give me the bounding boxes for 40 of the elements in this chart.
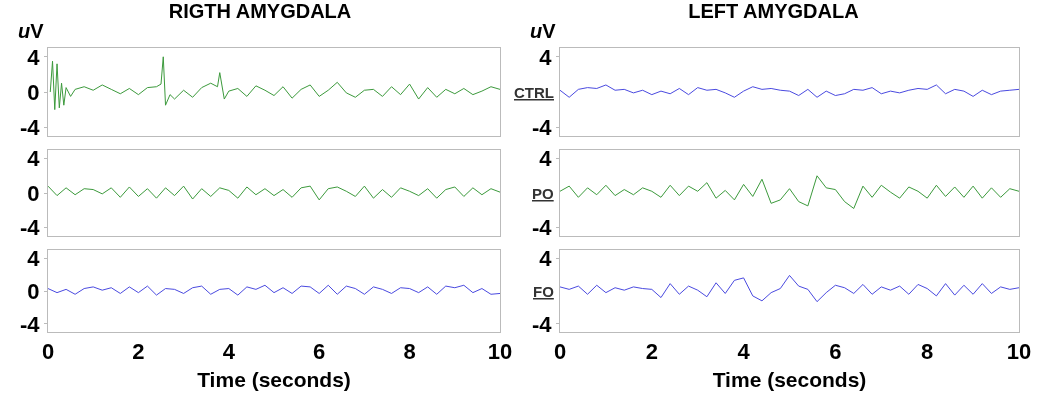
y-tick-label: -4 [532, 215, 553, 241]
text: PO [532, 185, 554, 202]
y-axis-title: uV [18, 20, 45, 42]
text: FO [533, 283, 555, 300]
y-tick-label: 4 [539, 245, 553, 271]
x-axis-title: Time (seconds) [712, 367, 867, 391]
text: CTRL [514, 84, 554, 101]
x-axis-title: Time (seconds) [197, 367, 351, 391]
y-tick-label: 0 [27, 180, 40, 206]
x-tick-label: 10 [1006, 339, 1032, 365]
line-series [560, 175, 1019, 209]
x-tick-label: 2 [645, 339, 658, 365]
chart-title: RIGTH AMYGDALA [168, 0, 352, 23]
x-tick-label: 2 [132, 339, 145, 365]
y-tick-label: 4 [27, 146, 41, 172]
y-tick-label: 0 [27, 79, 40, 105]
line-series [560, 274, 1019, 303]
chart-title: LEFT AMYGDALA [688, 0, 859, 23]
x-tick-label: 4 [222, 339, 236, 365]
x-tick-label: 8 [921, 339, 934, 365]
y-tick-label: 4 [27, 245, 41, 271]
y-tick-label: -4 [20, 311, 41, 337]
y-axis-title: uV [530, 20, 557, 42]
x-tick-label: 4 [737, 339, 751, 365]
x-tick-label: 10 [487, 339, 513, 365]
y-tick-label: -4 [20, 215, 41, 241]
y-tick-label: -4 [532, 114, 553, 140]
line-series [49, 56, 500, 111]
y-tick-label: 0 [27, 278, 40, 304]
line-series [560, 84, 1019, 98]
y-tick-label: -4 [532, 311, 553, 337]
x-tick-label: 8 [403, 339, 416, 365]
y-tick-label: 4 [539, 44, 553, 70]
y-tick-label: 4 [539, 146, 553, 172]
line-series [48, 284, 500, 296]
x-tick-label: 6 [829, 339, 842, 365]
y-tick-label: 4 [27, 44, 41, 70]
x-tick-label: 6 [313, 339, 326, 365]
line-series [48, 185, 500, 201]
y-tick-label: -4 [20, 114, 41, 140]
